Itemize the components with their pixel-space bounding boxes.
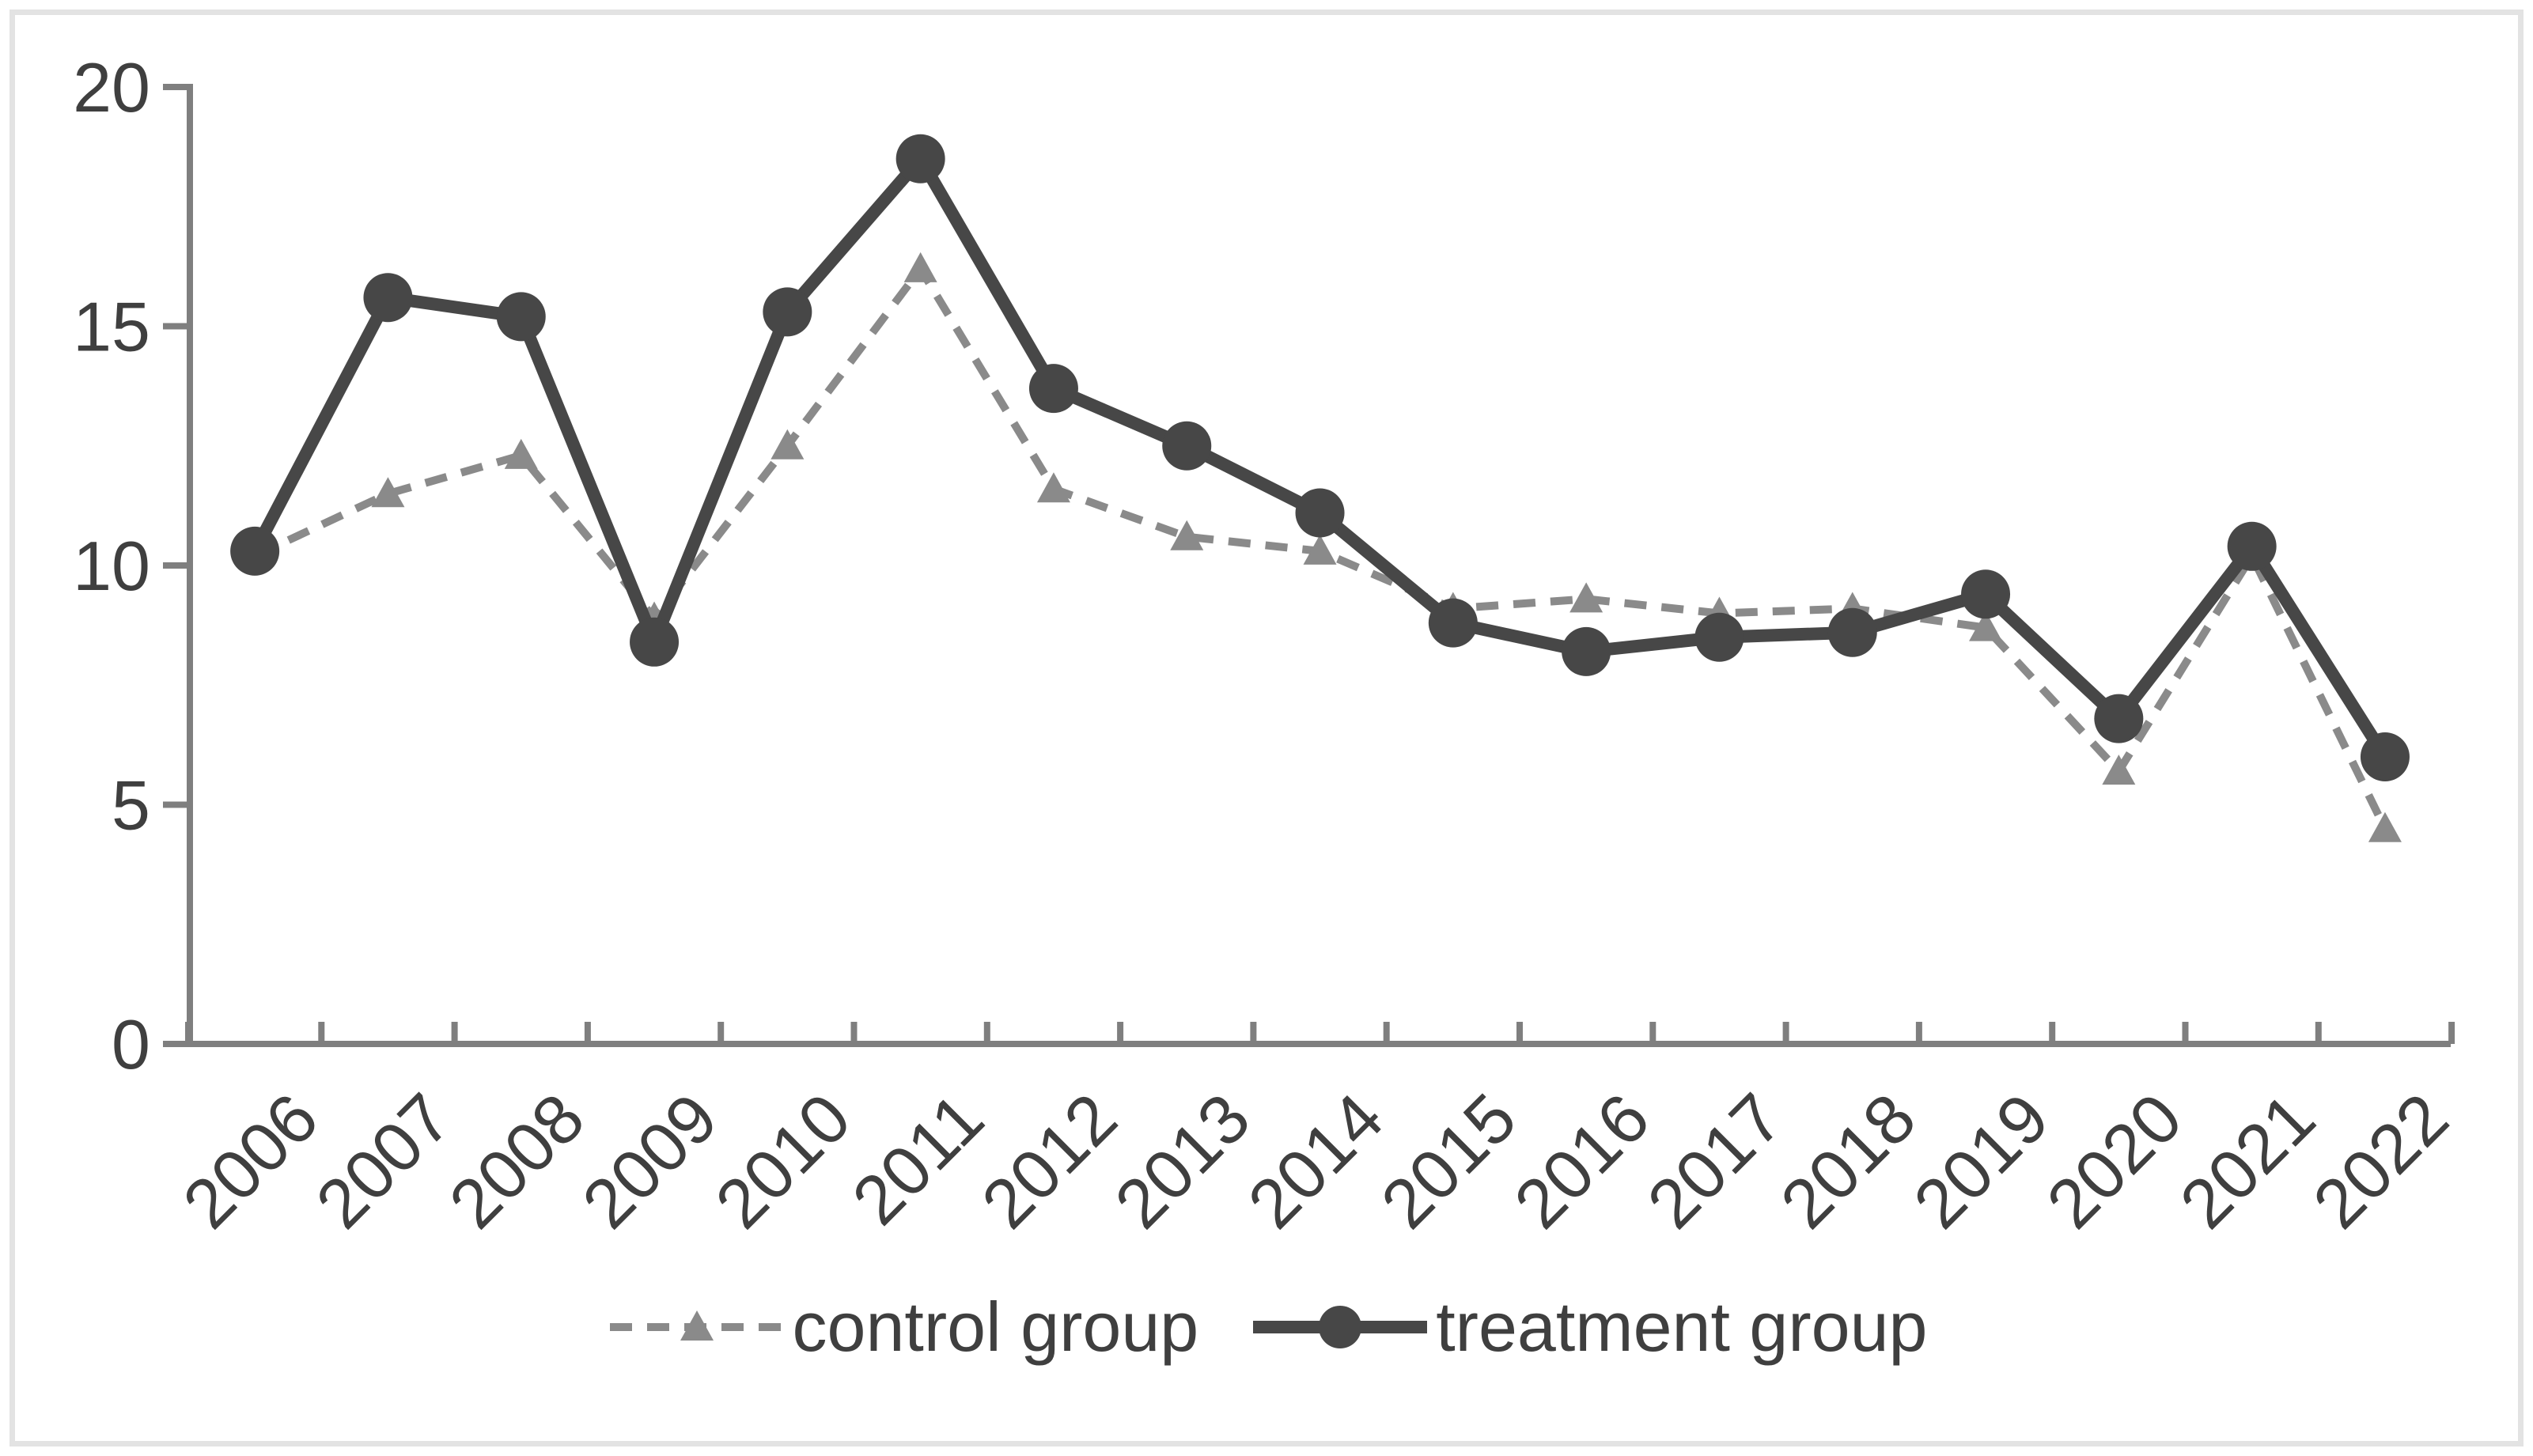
legend-label-control: control group bbox=[792, 1288, 1199, 1366]
x-tick-label: 2012 bbox=[967, 1078, 1131, 1242]
control-marker bbox=[371, 477, 405, 508]
treatment-marker bbox=[1162, 421, 1212, 471]
x-tick-label: 2014 bbox=[1233, 1078, 1398, 1242]
treatment-marker bbox=[1028, 364, 1078, 414]
treatment-solid-circle-icon bbox=[1253, 1306, 1428, 1349]
treatment-marker bbox=[1827, 607, 1877, 657]
x-tick-label: 2015 bbox=[1366, 1078, 1531, 1242]
y-tick-label: 15 bbox=[73, 288, 150, 366]
control-marker bbox=[771, 429, 805, 459]
x-tick-label: 2022 bbox=[2298, 1078, 2463, 1242]
treatment-marker bbox=[630, 617, 680, 667]
x-tick-label: 2019 bbox=[1899, 1078, 2063, 1242]
control-marker bbox=[504, 438, 538, 469]
control-marker bbox=[2368, 811, 2402, 842]
x-tick-label: 2013 bbox=[1100, 1078, 1264, 1242]
legend-item-control: control group bbox=[606, 1288, 1199, 1366]
control-marker bbox=[2102, 754, 2136, 785]
legend-item-treatment: treatment group bbox=[1249, 1288, 1928, 1366]
x-tick-label: 2018 bbox=[1766, 1078, 1930, 1242]
treatment-marker bbox=[895, 134, 945, 183]
treatment-marker bbox=[2094, 694, 2144, 743]
x-tick-label: 2016 bbox=[1499, 1078, 1664, 1242]
treatment-marker bbox=[1562, 626, 1611, 676]
control-marker bbox=[1569, 582, 1603, 613]
y-tick-label: 20 bbox=[73, 48, 150, 127]
treatment-marker bbox=[763, 287, 812, 337]
x-tick-label: 2010 bbox=[700, 1078, 865, 1242]
treatment-line bbox=[248, 152, 2391, 763]
treatment-marker bbox=[363, 273, 413, 323]
control-marker bbox=[1303, 534, 1337, 565]
treatment-marker bbox=[1694, 612, 1744, 662]
x-tick-label: 2021 bbox=[2165, 1078, 2330, 1242]
y-tick-label: 10 bbox=[73, 527, 150, 605]
treatment-marker bbox=[496, 292, 546, 342]
x-tick-label: 2007 bbox=[301, 1078, 465, 1242]
x-tick-label: 2006 bbox=[168, 1078, 332, 1242]
control-marker bbox=[1036, 472, 1070, 503]
x-tick-label: 2008 bbox=[434, 1078, 599, 1242]
legend: control group treatment group bbox=[0, 1288, 2533, 1366]
control-marker bbox=[903, 251, 937, 282]
treatment-marker bbox=[2360, 732, 2410, 781]
y-tick-label: 0 bbox=[112, 1005, 150, 1083]
x-tick-label: 2020 bbox=[2031, 1078, 2196, 1242]
treatment-marker bbox=[230, 526, 280, 576]
treatment-marker bbox=[2227, 521, 2277, 571]
control-dashed-triangle-icon bbox=[609, 1310, 784, 1341]
x-tick-label: 2009 bbox=[567, 1078, 732, 1242]
treatment-marker bbox=[1961, 569, 2011, 619]
control-marker bbox=[1170, 520, 1204, 550]
x-tick-label: 2011 bbox=[837, 1078, 998, 1239]
x-tick-label: 2017 bbox=[1632, 1078, 1797, 1242]
y-tick-label: 5 bbox=[112, 766, 150, 845]
treatment-marker bbox=[1295, 488, 1345, 538]
treatment-marker bbox=[1428, 598, 1478, 648]
legend-label-treatment: treatment group bbox=[1436, 1288, 1928, 1366]
control-marker bbox=[1969, 611, 2003, 641]
